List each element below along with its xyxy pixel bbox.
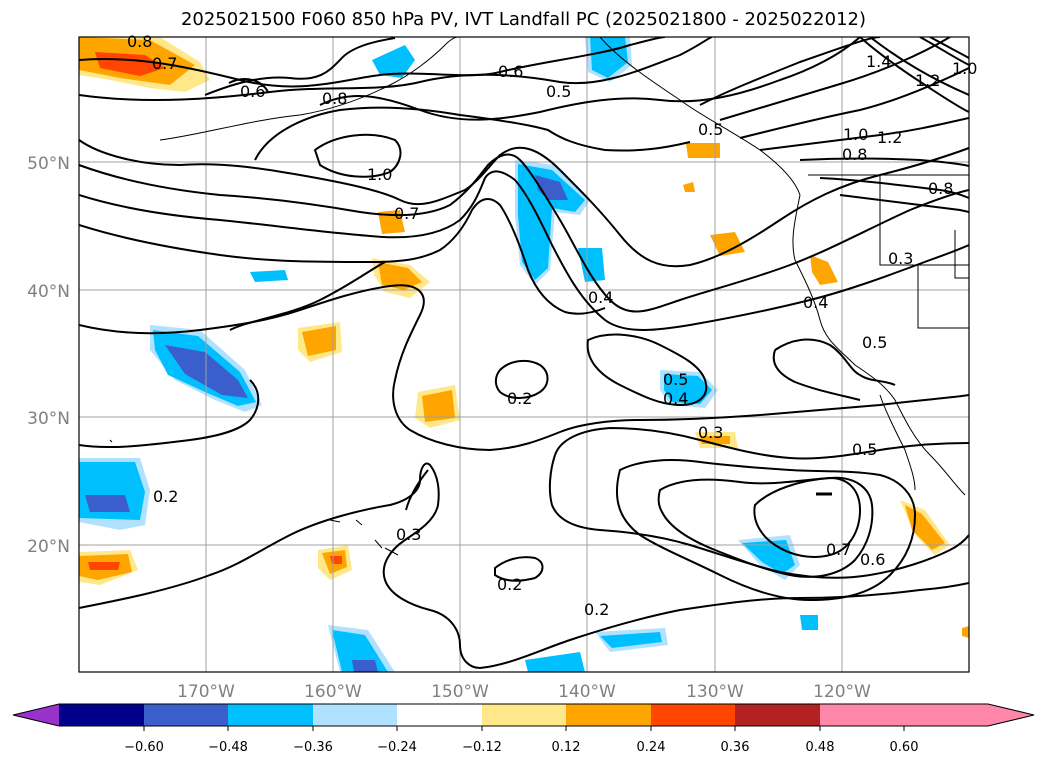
- contour-label: 0.2: [584, 600, 609, 619]
- colorbar-tick-label: −0.12: [462, 740, 502, 755]
- contour-label: 0.5: [698, 120, 723, 139]
- contour-label: 0.8: [322, 89, 347, 108]
- pv-shade-pos: [962, 626, 969, 638]
- map-title: 2025021500 F060 850 hPa PV, IVT Landfall…: [180, 9, 867, 30]
- pv-shade-neg: [600, 632, 662, 648]
- colorbar-tick-marks: [143, 726, 905, 731]
- lon-tick-label: 170°W: [177, 682, 235, 702]
- colorbar-tick-label: −0.48: [208, 740, 248, 755]
- lat-tick-label: 40°N: [27, 282, 70, 302]
- contour-label: 1.0: [367, 165, 392, 184]
- contour-label: 0.4: [803, 293, 828, 312]
- colorbar-extend-right: [904, 704, 1034, 726]
- contour-label: 0.6: [240, 82, 265, 101]
- lon-tick-label: 150°W: [431, 682, 489, 702]
- colorbar-segment: [735, 704, 820, 726]
- pv-shade-neg: [250, 270, 288, 282]
- colorbar-tick-label: 0.36: [721, 740, 750, 755]
- colorbar-segment: [313, 704, 397, 726]
- pv-shade-neg: [85, 495, 130, 512]
- coastlines: [109, 37, 969, 556]
- pv-shade-pos: [95, 52, 165, 76]
- contour-label: 0.7: [394, 204, 419, 223]
- contour-label: 1.0: [843, 125, 868, 144]
- pv-shade-pos: [330, 556, 342, 564]
- colorbar-segment: [482, 704, 566, 726]
- contour-label: 0.6: [498, 62, 523, 81]
- map-frame: [78, 36, 970, 673]
- pv-shade-pos: [683, 182, 695, 192]
- colorbar-ticks: −0.60 −0.48 −0.36 −0.24 −0.12 0.12 0.24 …: [124, 740, 918, 755]
- contour-label: 0.3: [396, 525, 421, 544]
- colorbar-segment: [820, 704, 904, 726]
- colorbar-tick-label: −0.60: [124, 740, 164, 755]
- pv-shade-neg: [352, 660, 378, 672]
- lon-tick-label: 140°W: [558, 682, 616, 702]
- colorbar-segment: [651, 704, 735, 726]
- pv-shade-pos: [378, 262, 422, 290]
- colorbar-extend-left: [13, 704, 59, 726]
- pv-shade-pos: [710, 232, 745, 256]
- lon-tick-label: 120°W: [813, 682, 871, 702]
- contour-label: 0.7: [826, 540, 851, 559]
- pv-shade-pos: [302, 326, 336, 356]
- contour-label: 0.4: [663, 389, 688, 408]
- colorbar-tick-label: 0.60: [890, 740, 919, 755]
- lat-tick-label: 50°N: [27, 154, 70, 174]
- colorbar-outline: [12, 703, 1035, 727]
- colorbar-segment: [566, 704, 651, 726]
- colorbar-tick-label: −0.24: [377, 740, 417, 755]
- contour-label: 0.2: [497, 575, 522, 594]
- pv-shade-neg: [525, 652, 585, 672]
- colorbar-tick-label: 0.24: [637, 740, 666, 755]
- colorbar-segment: [144, 704, 228, 726]
- pv-shade-neg: [372, 45, 415, 78]
- contour-label: 1.2: [915, 71, 940, 90]
- longitude-labels: 170°W 160°W 150°W 140°W 130°W 120°W: [177, 682, 871, 702]
- colorbar-segment: [397, 704, 482, 726]
- lat-tick-label: 30°N: [27, 409, 70, 429]
- colorbar-tick-label: 0.48: [806, 740, 835, 755]
- lon-tick-label: 160°W: [304, 682, 362, 702]
- contour-label: 0.3: [888, 249, 913, 268]
- colorbar-segment: [59, 704, 144, 726]
- lat-tick-label: 20°N: [27, 537, 70, 557]
- latitude-labels: 50°N 40°N 30°N 20°N: [27, 154, 70, 557]
- lon-tick-label: 130°W: [686, 682, 744, 702]
- contour-label: 0.2: [507, 389, 532, 408]
- contour-label: 0.5: [663, 370, 688, 389]
- colorbar-segment: [228, 704, 313, 726]
- contour-label: 1.2: [877, 128, 902, 147]
- colorbar: [12, 703, 1035, 727]
- contour-label: 0.2: [153, 487, 178, 506]
- contour-label: 0.5: [546, 82, 571, 101]
- contour-label: 1.4: [866, 52, 891, 71]
- pv-shade-neg: [518, 164, 585, 280]
- contour-label: 0.7: [152, 54, 177, 73]
- colorbar-tick-label: −0.36: [293, 740, 333, 755]
- contour-label: 0.5: [852, 440, 877, 459]
- pv-shade-pos: [810, 255, 838, 285]
- pv-shade-pos: [686, 143, 720, 158]
- pv-shade-neg: [578, 248, 605, 282]
- contour-label: 0.8: [928, 179, 953, 198]
- contour-label: 0.5: [862, 333, 887, 352]
- contour-label: 0.8: [842, 145, 867, 164]
- pv-shade-neg: [664, 374, 712, 404]
- pv-shade-pos: [422, 390, 455, 422]
- contour-label: 0.6: [860, 550, 885, 569]
- contour-label: 0.4: [588, 288, 613, 307]
- contour-labels: 0.8 0.7 0.6 0.8 0.6 0.5 1.0 0.7 1.0 0.8 …: [127, 32, 977, 619]
- pv-shade-neg: [800, 615, 818, 630]
- ivt-contours: [79, 37, 969, 670]
- colorbar-tick-label: 0.12: [552, 740, 581, 755]
- pv-shade-pos: [88, 562, 120, 570]
- contour-label: 1.0: [952, 59, 977, 78]
- contour-label: 0.3: [698, 423, 723, 442]
- contour-label: 0.8: [127, 32, 152, 51]
- map-gridlines: [79, 37, 969, 672]
